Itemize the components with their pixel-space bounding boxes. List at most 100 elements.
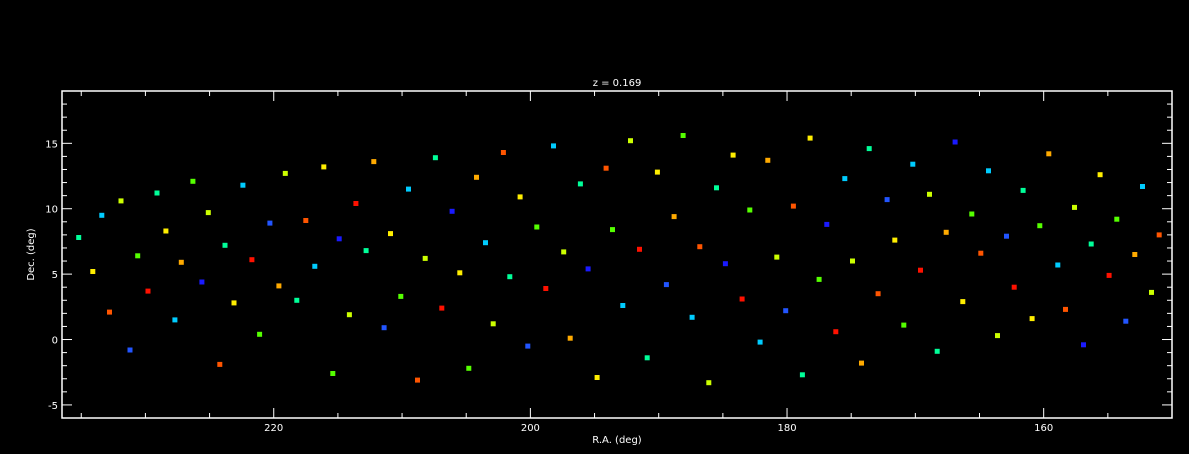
data-point — [172, 317, 178, 323]
data-point — [799, 372, 805, 378]
data-point — [118, 198, 124, 204]
data-point — [466, 365, 472, 371]
y-tick-label: 5 — [52, 270, 58, 281]
data-point — [567, 335, 573, 341]
data-point — [154, 190, 160, 196]
x-axis-label: R.A. (deg) — [592, 435, 642, 446]
plot-frame — [61, 90, 1173, 419]
data-point — [1114, 216, 1120, 222]
data-point — [330, 371, 336, 376]
data-point — [205, 210, 211, 216]
data-point — [585, 266, 591, 272]
data-point — [1097, 172, 1103, 178]
data-point — [525, 343, 531, 349]
y-axis-label: Dec. (deg) — [26, 228, 37, 280]
data-point — [282, 170, 288, 176]
data-point — [628, 138, 633, 144]
data-point — [714, 185, 719, 191]
data-point — [199, 279, 205, 285]
data-point — [927, 191, 932, 197]
data-point — [577, 181, 583, 187]
y-tick-label: 15 — [45, 139, 58, 150]
data-point — [1037, 223, 1043, 229]
data-point — [422, 255, 428, 261]
data-point — [875, 291, 881, 297]
data-point — [774, 254, 780, 260]
data-point — [249, 257, 255, 263]
data-point — [934, 348, 940, 354]
data-point — [217, 361, 223, 367]
y-tick-label: 0 — [52, 336, 58, 347]
data-point — [739, 296, 745, 302]
data-point — [901, 322, 907, 328]
data-point — [1029, 316, 1035, 322]
chart-title: z = 0.169 — [593, 78, 642, 89]
data-point — [918, 267, 923, 273]
data-point — [107, 309, 112, 315]
ticks-layer: 220 200 180 160 -5 0 5 10 15 — [45, 90, 1173, 434]
data-point — [381, 325, 387, 331]
data-point — [449, 208, 455, 214]
data-point — [432, 155, 438, 161]
data-point — [507, 274, 513, 280]
data-point — [722, 261, 728, 267]
data-point — [1132, 252, 1138, 257]
data-point — [1123, 318, 1129, 324]
data-point — [603, 165, 609, 171]
data-point — [303, 218, 309, 223]
data-point — [222, 242, 228, 248]
data-point — [969, 211, 975, 217]
data-point — [145, 288, 151, 294]
data-point — [500, 150, 506, 155]
data-point — [671, 214, 677, 220]
data-point — [231, 300, 237, 306]
x-tick-label: 200 — [521, 423, 540, 434]
data-point — [294, 297, 300, 303]
data-point — [398, 293, 404, 299]
data-point — [312, 263, 318, 269]
data-point — [353, 201, 359, 206]
data-point — [1072, 204, 1077, 210]
data-point — [807, 135, 813, 141]
data-point — [884, 197, 890, 203]
data-point — [663, 282, 669, 288]
data-point — [90, 269, 96, 274]
data-point — [406, 186, 411, 192]
data-point — [757, 339, 763, 345]
data-point — [483, 240, 488, 246]
x-tick-label: 180 — [777, 423, 796, 434]
data-point — [346, 312, 352, 318]
points-layer — [76, 133, 1162, 386]
data-point — [952, 139, 958, 145]
data-point — [783, 308, 789, 314]
data-point — [534, 224, 540, 230]
data-point — [1149, 289, 1154, 295]
data-point — [336, 236, 342, 242]
data-point — [637, 246, 642, 252]
data-point — [892, 237, 898, 243]
data-point — [842, 176, 848, 182]
data-point — [594, 375, 600, 380]
data-point — [644, 355, 650, 361]
data-point — [790, 203, 796, 209]
data-point — [135, 253, 141, 259]
data-point — [99, 212, 105, 218]
data-point — [276, 283, 282, 289]
data-point — [706, 380, 712, 386]
data-point — [371, 159, 377, 165]
data-point — [517, 194, 523, 200]
data-point — [680, 133, 686, 138]
data-point — [76, 235, 82, 240]
data-point — [543, 286, 549, 291]
data-point — [824, 221, 830, 227]
y-tick-label: -5 — [48, 401, 58, 412]
data-point — [689, 314, 695, 320]
data-point — [697, 244, 703, 250]
data-point — [850, 258, 855, 264]
data-point — [978, 250, 984, 256]
data-point — [1020, 187, 1026, 193]
data-point — [561, 249, 567, 255]
data-point — [816, 276, 822, 282]
data-point — [866, 146, 872, 152]
